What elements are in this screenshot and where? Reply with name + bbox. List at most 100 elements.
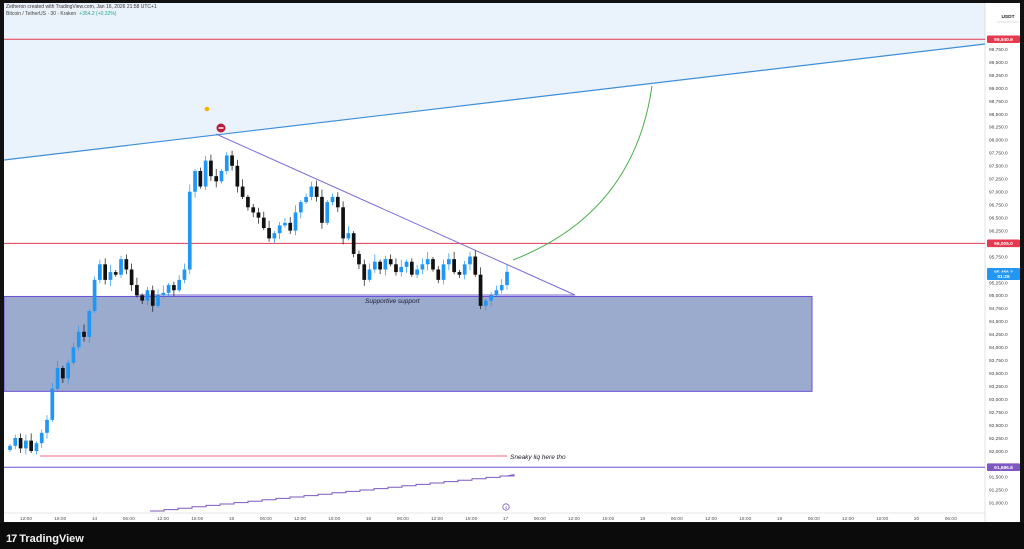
candle-body xyxy=(50,388,55,420)
price-badge xyxy=(987,272,1020,281)
candle-body xyxy=(256,212,261,218)
candle-body xyxy=(341,207,345,239)
event-marker-label: 4 xyxy=(505,505,508,510)
candle-body xyxy=(39,432,44,444)
candle-body xyxy=(219,170,224,182)
price-tick-label: 96,750.0 xyxy=(989,202,1008,208)
time-tick-label: 06:00 xyxy=(123,516,135,522)
candle-body xyxy=(82,331,86,337)
price-badge xyxy=(987,463,1020,472)
candle-body xyxy=(251,207,256,213)
price-chart[interactable]: 4 Supportive support Sneaky liq here tho US… xyxy=(4,3,1020,522)
sell-signal-minus-icon xyxy=(218,127,224,129)
time-tick-label: 12:00 xyxy=(842,516,854,522)
candle-body xyxy=(468,256,472,265)
candle-body xyxy=(399,266,404,273)
time-tick-label: 06:00 xyxy=(945,516,957,522)
candle-body xyxy=(24,440,28,449)
liquidity-label: Sneaky liq here tho xyxy=(510,454,566,461)
time-tick-label: 12:00 xyxy=(705,516,717,522)
price-tick-label: 93,750.0 xyxy=(989,358,1008,364)
candle-body xyxy=(150,290,155,306)
tradingview-logo[interactable]: 17 TradingView xyxy=(6,533,84,545)
candle-body xyxy=(103,264,108,280)
candle-body xyxy=(230,155,234,166)
projection-arc xyxy=(512,85,653,261)
time-tick-label: 18:00 xyxy=(739,516,751,522)
time-tick-label: 18:00 xyxy=(328,516,340,522)
candle-body xyxy=(288,222,293,231)
candle-body xyxy=(499,285,504,291)
candle-body xyxy=(71,347,76,363)
candle-body xyxy=(388,259,393,265)
candle-body xyxy=(161,292,166,296)
price-tick-label: 93,500.0 xyxy=(989,371,1008,377)
candle-body xyxy=(224,155,229,171)
price-tick-label: 91,500.0 xyxy=(989,475,1008,481)
candle-body xyxy=(409,261,414,275)
time-tick-label: 18:00 xyxy=(191,516,203,522)
symbol-line: Bitcoin / TetherUS · 30 · Kraken xyxy=(6,11,77,17)
candle-body xyxy=(473,256,478,275)
candle-body xyxy=(124,259,129,270)
price-tick-label: 98,250.0 xyxy=(989,125,1008,131)
candle-body xyxy=(309,186,314,197)
candle-body xyxy=(436,269,441,280)
price-tick-label: 95,250.0 xyxy=(989,280,1008,286)
price-tick-label: 94,500.0 xyxy=(989,319,1008,325)
price-tick-label: 94,000.0 xyxy=(989,345,1008,351)
price-tick-label: 93,250.0 xyxy=(989,384,1008,390)
candle-body xyxy=(187,191,192,270)
price-tick-label: 98,500.0 xyxy=(989,112,1008,118)
candle-body xyxy=(484,300,488,306)
price-tick-label: 98,000.0 xyxy=(989,138,1008,144)
candle-body xyxy=(198,170,203,187)
candle-body xyxy=(209,160,213,177)
price-tick-label: 95,000.0 xyxy=(989,293,1008,299)
candle-body xyxy=(335,196,340,208)
candle-body xyxy=(420,264,425,270)
candle-body xyxy=(267,228,271,239)
candle-body xyxy=(87,310,92,337)
candle-body xyxy=(394,264,398,273)
time-tick-label: 12:00 xyxy=(157,516,169,522)
candle-body xyxy=(246,196,250,208)
time-tick-label: 06:00 xyxy=(808,516,820,522)
candle-body xyxy=(119,259,123,275)
time-tick-label: 17 xyxy=(503,516,509,522)
time-tick-label: 12:00 xyxy=(568,516,580,522)
candle-body xyxy=(372,261,377,270)
price-tick-label: 97,750.0 xyxy=(989,151,1008,157)
price-tick-label: 91,000.0 xyxy=(989,501,1008,507)
candle-body xyxy=(415,269,419,275)
candle-body xyxy=(45,419,49,433)
candle-body xyxy=(76,331,81,348)
price-tick-label: 92,000.0 xyxy=(989,449,1008,455)
time-tick-label: 06:00 xyxy=(534,516,546,522)
price-tick-label: 91,250.0 xyxy=(989,488,1008,494)
time-tick-label: 18 xyxy=(640,516,646,522)
price-tick-label: 97,000.0 xyxy=(989,190,1008,196)
candle-body xyxy=(145,290,150,301)
price-tick-label: 96,500.0 xyxy=(989,215,1008,221)
time-tick-label: 20 xyxy=(914,516,920,522)
candle-body xyxy=(367,269,372,280)
candle-body xyxy=(357,253,361,265)
price-tick-label: 99,500.0 xyxy=(989,60,1008,66)
upper-shaded-region xyxy=(4,3,985,160)
candle-body xyxy=(156,295,160,306)
time-tick-label: 06:00 xyxy=(397,516,409,522)
candle-body xyxy=(240,186,245,197)
candle-body xyxy=(457,272,462,275)
cumulative-step-line xyxy=(150,473,515,512)
candle-body xyxy=(182,269,187,280)
candle-body xyxy=(235,165,240,187)
candle-body xyxy=(452,259,456,273)
candle-body xyxy=(494,290,499,296)
candle-body xyxy=(304,196,308,203)
candle-body xyxy=(346,233,351,239)
candle-body xyxy=(66,362,71,379)
candle-body xyxy=(98,264,102,280)
price-badge-label: 96,005.0 xyxy=(994,241,1013,247)
candle-body xyxy=(378,261,382,270)
